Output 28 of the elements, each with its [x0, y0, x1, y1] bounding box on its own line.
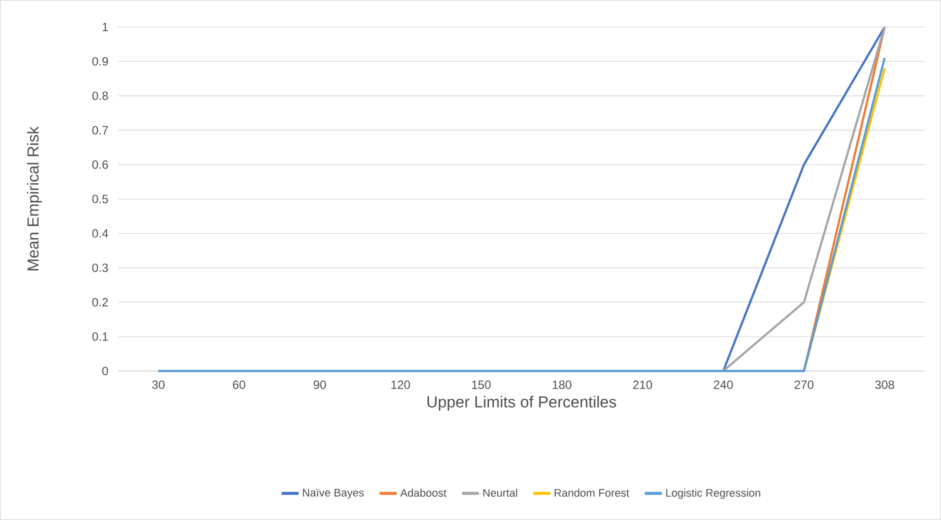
x-tick-label: 90: [314, 380, 326, 389]
legend-label: Naïve Bayes: [302, 488, 364, 499]
legend-label: Adaboost: [400, 488, 446, 497]
x-tick-label: 120: [391, 380, 410, 389]
y-tick-label: 0.7: [92, 126, 108, 134]
y-axis-title: Mean Empirical Risk: [26, 126, 42, 270]
y-tick-label: 0.8: [92, 92, 108, 100]
y-tick-label: 0: [102, 366, 108, 376]
y-tick-label: 0.5: [92, 194, 108, 204]
y-tick-label: 0.6: [92, 160, 108, 169]
x-tick-label: 210: [633, 380, 652, 389]
legend-label: Random Forest: [554, 488, 630, 497]
x-tick-label: 180: [552, 380, 572, 389]
x-tick-label: 308: [875, 380, 894, 389]
x-tick-label: 30: [152, 380, 165, 389]
legend-label: Neurtal: [483, 488, 518, 497]
x-tick-label: 150: [472, 380, 491, 389]
y-tick-label: 0.1: [92, 332, 108, 341]
y-tick-label: 1: [102, 22, 108, 32]
y-tick-label: 0.4: [92, 229, 108, 238]
y-tick-label: 0.9: [92, 57, 108, 66]
x-tick-label: 60: [233, 380, 246, 389]
x-tick-label: 240: [714, 380, 733, 389]
x-axis-title: Upper Limits of Percentiles: [428, 396, 616, 411]
y-tick-label: 0.3: [92, 264, 108, 272]
x-tick-label: 270: [794, 380, 814, 389]
y-tick-label: 0.2: [92, 298, 108, 306]
legend-label: Logistic Regression: [666, 488, 760, 499]
